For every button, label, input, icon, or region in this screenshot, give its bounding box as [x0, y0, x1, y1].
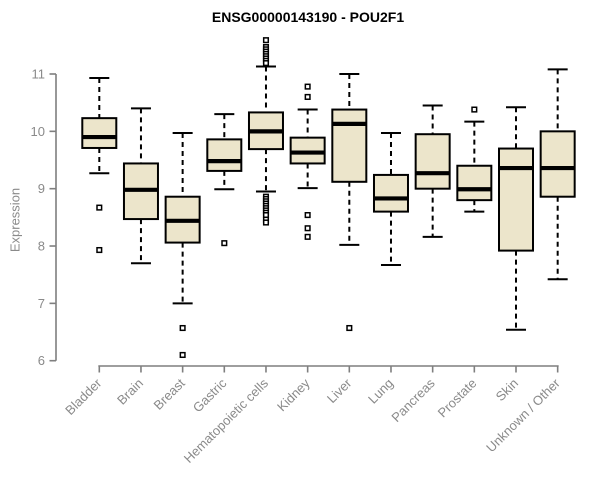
x-category-label: Skin [493, 376, 521, 404]
outlier-point [179, 351, 186, 359]
iqr-box [372, 173, 409, 213]
outlier-point [221, 240, 228, 247]
outlier-point [262, 219, 270, 226]
iqr-box [414, 133, 451, 190]
x-category-label: Kidney [274, 375, 313, 414]
x-category-label: Unknown / Other [483, 375, 563, 455]
outlier-point [304, 233, 311, 240]
iqr-box [539, 130, 576, 198]
outlier-point [96, 246, 103, 254]
y-tick-label: 7 [38, 296, 45, 311]
iqr-box [456, 164, 493, 202]
x-category-label: Brain [114, 376, 146, 408]
iqr-box [81, 117, 118, 149]
outlier-point [471, 106, 478, 113]
y-tick-label: 9 [38, 181, 45, 196]
iqr-box [331, 108, 368, 183]
outlier-point [262, 37, 270, 44]
outlier-point [304, 212, 311, 219]
outlier-point [304, 225, 311, 232]
y-tick-label: 6 [38, 353, 45, 368]
x-category-label: Bladder [62, 375, 105, 418]
outlier-point [179, 324, 186, 332]
y-axis-label: Expression [7, 187, 23, 253]
y-tick-label: 10 [31, 124, 45, 139]
x-category-label: Breast [151, 375, 188, 412]
x-category-label: Lung [365, 376, 396, 407]
x-category-label: Pancreas [388, 375, 438, 425]
iqr-box [498, 147, 534, 252]
outlier-point [346, 324, 353, 332]
outlier-point [262, 60, 270, 67]
x-category-label: Liver [324, 375, 355, 406]
outlier-point [96, 204, 103, 211]
outlier-point [304, 93, 311, 100]
x-category-label: Gastric [190, 375, 230, 415]
x-category-label: Prostate [435, 376, 480, 421]
iqr-box [206, 138, 243, 172]
chart-title: ENSG00000143190 - POU2F1 [211, 9, 405, 25]
y-tick-label: 8 [38, 239, 45, 254]
outlier-point [304, 83, 311, 90]
y-tick-label: 11 [32, 67, 46, 82]
